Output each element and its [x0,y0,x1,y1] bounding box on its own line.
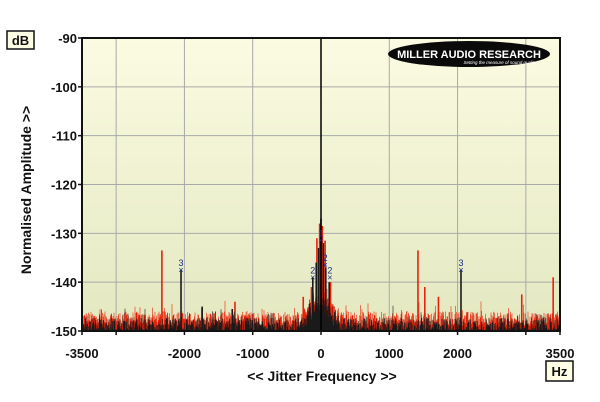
x-tick-label: -2000 [168,346,201,361]
tick-labels: -3500 -2000 -1000 0 1000 2000 3500 -90 -100 -110 -… [51,31,574,361]
x-unit-box: Hz [545,360,574,382]
x-tick-label: 0 [317,346,324,361]
y-unit-label: dB [12,33,29,48]
x-tick-label: -1000 [236,346,269,361]
peak-marker-label: 1 [318,229,323,239]
peak-marker-label: 3 [179,258,184,268]
x-tick-label: -3500 [65,346,98,361]
peak-marker-label: 3 [458,258,463,268]
noise-floor [82,292,560,331]
peak-marker: × [322,260,327,270]
peak-marker: × [310,272,315,282]
peak-marker-label: 2 [323,253,328,263]
y-tick-label: -110 [52,129,77,144]
y-tick-label: -140 [51,275,77,290]
peak-marker-label: 2 [327,265,332,275]
x-axis-title: << Jitter Frequency >> [247,368,396,384]
y-axis-title: Normalised Amplitude >> [18,106,34,274]
y-unit-box: dB [6,30,35,50]
x-tick-label: 3500 [546,346,575,361]
y-tick-label: -150 [51,324,77,339]
x-tick-label: 2000 [443,346,472,361]
y-tick-label: -130 [51,226,77,241]
x-tick-label: 1000 [375,346,404,361]
y-tick-label: -90 [58,31,77,46]
logo-text: MILLER AUDIO RESEARCH [397,49,541,61]
x-unit-label: Hz [552,364,568,379]
peak-marker: × [327,272,332,282]
peak-marker-label: 2 [310,265,315,275]
y-tick-label: -100 [51,80,77,95]
logo-tagline: Setting the measure of sound quality [463,60,537,65]
peak-marker: × [318,236,323,246]
peak-marker: × [178,265,183,275]
series-layer [82,38,560,331]
y-tick-label: -120 [51,178,77,193]
peak-marker: × [458,265,463,275]
marker-layer: ×3×3×1×2×2×2 [178,229,463,283]
miller-audio-research-logo: MILLER AUDIO RESEARCH Setting the measur… [388,41,550,67]
